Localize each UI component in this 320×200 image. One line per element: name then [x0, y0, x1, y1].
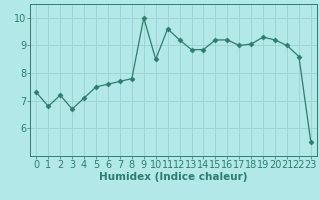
X-axis label: Humidex (Indice chaleur): Humidex (Indice chaleur)	[99, 172, 248, 182]
